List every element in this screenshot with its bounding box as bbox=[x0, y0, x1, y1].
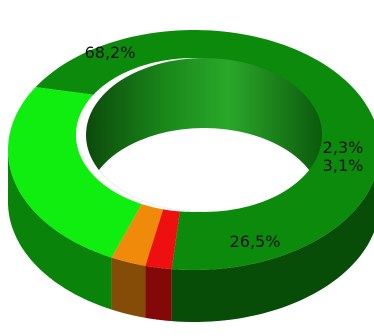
outer-walls bbox=[8, 148, 374, 322]
slice-wall-1 bbox=[8, 148, 112, 310]
slice-wall-2 bbox=[111, 257, 146, 318]
slice-wall-0 bbox=[171, 180, 374, 322]
slice-labels: 68,2% 26,5% 3,1% 2,3% bbox=[85, 43, 364, 251]
slice-top-2 bbox=[111, 204, 164, 266]
hole-floor bbox=[86, 128, 322, 212]
slice-label-0: 68,2% bbox=[85, 43, 136, 62]
slice-wall-3 bbox=[145, 265, 172, 322]
slice-label-3: 2,3% bbox=[323, 138, 364, 157]
slice-top-0 bbox=[35, 30, 374, 270]
slice-label-1: 26,5% bbox=[230, 232, 281, 251]
donut-hole bbox=[86, 58, 322, 212]
top-faces bbox=[8, 30, 374, 270]
slice-top-1 bbox=[8, 87, 142, 258]
slice-top-3 bbox=[145, 209, 180, 270]
slice-label-2: 3,1% bbox=[323, 156, 364, 175]
